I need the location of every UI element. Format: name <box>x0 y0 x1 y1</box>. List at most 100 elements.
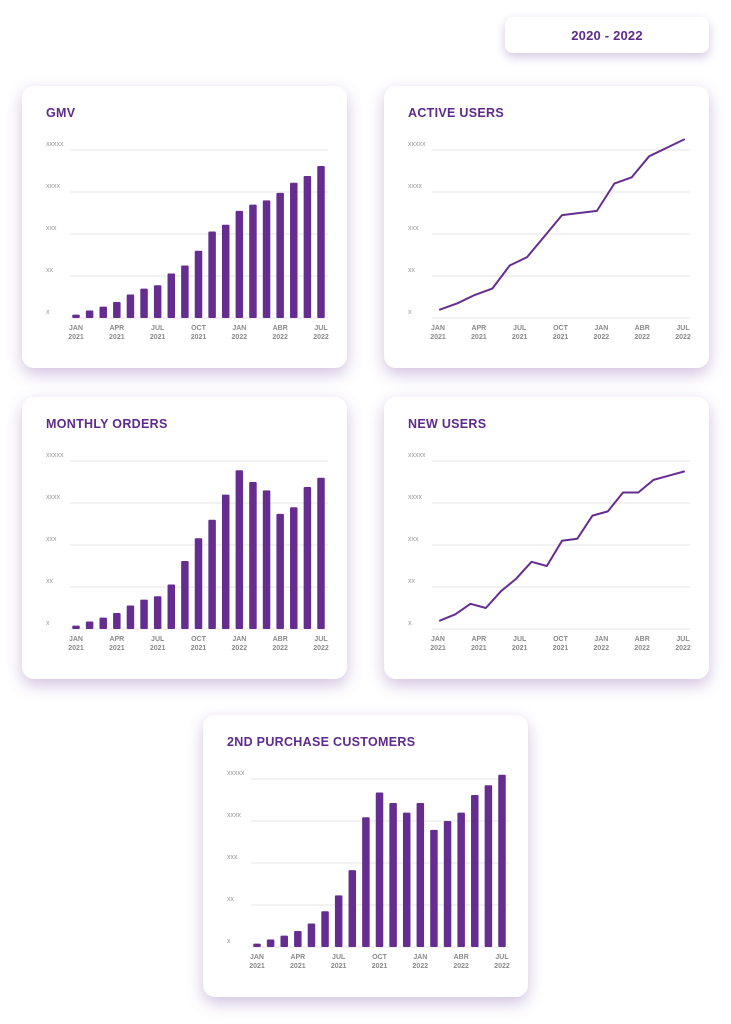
second-bar <box>307 923 316 947</box>
orders-bar <box>317 477 325 629</box>
orders-x-tick-month: ABR <box>273 636 288 643</box>
second-bar <box>294 931 302 947</box>
active-y-tick-label: xxxx <box>408 183 423 190</box>
orders-bar <box>140 599 148 629</box>
gmv-x-tick-year: 2021 <box>150 334 166 341</box>
orders-x-tick-year: 2021 <box>191 645 207 652</box>
second-x-tick-year: 2021 <box>372 963 388 970</box>
new-users-chart: xxxxxxxxxxxxxxxJAN2021APR2021JUL2021OCT2… <box>408 452 691 652</box>
second-y-tick-label: x <box>227 938 231 945</box>
new-y-tick-label: xxxx <box>408 494 423 501</box>
date-range-selector[interactable]: 2020 - 2022 <box>505 17 709 53</box>
gmv-x-tick-year: 2021 <box>191 334 207 341</box>
new-x-tick-year: 2021 <box>553 645 569 652</box>
gmv-x-tick-month: JUL <box>314 325 328 332</box>
orders-x-tick-year: 2022 <box>272 645 288 652</box>
orders-bar <box>208 519 216 629</box>
new-y-tick-label: xxxxx <box>408 452 426 459</box>
active-series-line <box>439 138 685 311</box>
gmv-x-tick-month: APR <box>109 325 124 332</box>
orders-bar <box>221 494 230 629</box>
active-users-card: ACTIVE USERS x xx xxx xxxx xxxxx JAN 2021 APR 20… <box>384 86 709 368</box>
orders-x-tick-month: JUL <box>314 636 328 643</box>
new-x-tick-year: 2021 <box>430 645 446 652</box>
active-users-title: ACTIVE USERS <box>408 106 504 120</box>
second-bar <box>375 792 384 947</box>
new-series-line <box>439 470 685 622</box>
second-x-tick-month: JAN <box>250 954 264 961</box>
orders-bar <box>235 470 244 629</box>
active-x-tick-year: 2022 <box>594 334 610 341</box>
second-bar <box>334 895 343 947</box>
gmv-x-tick-year: 2022 <box>232 334 248 341</box>
gmv-bar <box>85 310 94 318</box>
second-x-tick-year: 2022 <box>413 963 429 970</box>
second-bar <box>389 802 397 947</box>
orders-y-tick-label: xxx <box>46 536 57 543</box>
gmv-bar <box>99 306 107 318</box>
second-purchase-card: 2ND PURCHASE CUSTOMERS x xx xxx xxxx xxxxx JA… <box>203 715 528 997</box>
active-y-tick-label: xxx <box>408 225 419 232</box>
second-y-tick-label: xxxx <box>227 812 242 819</box>
gmv-x-tick-month: JUL <box>151 325 165 332</box>
orders-bar <box>303 487 312 629</box>
active-x-tick-month: JAN <box>594 325 608 332</box>
second-bar <box>362 817 370 947</box>
second-x-tick-year: 2021 <box>290 963 306 970</box>
new-x-tick-year: 2021 <box>512 645 528 652</box>
new-users-card: NEW USERS x xx xxx xxxx xxxxx JAN 2021 APR 2021 J… <box>384 397 709 679</box>
second-bar <box>321 911 329 947</box>
active-users-chart: xxxxxxxxxxxxxxxJAN2021APR2021JUL2021OCT2… <box>408 138 691 341</box>
orders-x-tick-year: 2022 <box>313 645 329 652</box>
gmv-bar <box>276 192 284 318</box>
second-y-tick-label: xxxxx <box>227 770 245 777</box>
gmv-chart: xxxxxxxxxxxxxxxJAN2021APR2021JUL2021OCT2… <box>46 141 329 341</box>
gmv-title: GMV <box>46 106 76 120</box>
gmv-bar <box>290 182 298 318</box>
gmv-x-tick-month: JAN <box>69 325 83 332</box>
active-x-tick-year: 2021 <box>430 334 446 341</box>
monthly-orders-chart: xxxxxxxxxxxxxxxJAN2021APR2021JUL2021OCT2… <box>46 452 329 652</box>
monthly-orders-card: MONTHLY ORDERS x xx xxx xxxx xxxxx JAN 2021 APR… <box>22 397 347 679</box>
gmv-bar <box>317 165 325 318</box>
second-bar <box>498 774 506 947</box>
orders-x-tick-month: JAN <box>69 636 83 643</box>
second-x-tick-month: JUL <box>332 954 346 961</box>
gmv-bar <box>235 210 244 318</box>
gmv-bar <box>140 288 148 318</box>
second-x-tick-month: ABR <box>454 954 469 961</box>
orders-x-tick-month: JUL <box>151 636 165 643</box>
second-bar <box>253 943 261 947</box>
new-x-tick-month: APR <box>471 636 486 643</box>
orders-bar <box>113 613 121 629</box>
orders-bar <box>167 584 176 629</box>
new-x-tick-month: ABR <box>635 636 650 643</box>
active-x-tick-month: JUL <box>676 325 690 332</box>
new-x-tick-year: 2022 <box>594 645 610 652</box>
orders-x-tick-year: 2021 <box>150 645 166 652</box>
orders-bar <box>290 507 298 629</box>
active-x-tick-year: 2021 <box>553 334 569 341</box>
second-x-tick-year: 2022 <box>494 963 510 970</box>
date-range-label: 2020 - 2022 <box>571 27 643 43</box>
orders-bar <box>126 605 135 629</box>
new-y-tick-label: x <box>408 620 412 627</box>
second-bar <box>484 785 493 947</box>
gmv-y-tick-label: xxxxx <box>46 141 64 148</box>
orders-bar <box>181 560 189 629</box>
gmv-y-tick-label: xxx <box>46 225 57 232</box>
gmv-y-tick-label: xxxx <box>46 183 61 190</box>
orders-y-tick-label: xx <box>46 578 54 585</box>
orders-x-tick-month: OCT <box>191 636 207 643</box>
active-x-tick-month: JAN <box>431 325 445 332</box>
new-users-title: NEW USERS <box>408 417 487 431</box>
second-x-tick-year: 2021 <box>249 963 265 970</box>
new-y-tick-label: xx <box>408 578 416 585</box>
second-bar <box>471 794 479 947</box>
gmv-x-tick-year: 2021 <box>68 334 84 341</box>
active-x-tick-month: JUL <box>513 325 527 332</box>
gmv-y-tick-label: xx <box>46 267 54 274</box>
orders-bar <box>99 617 107 629</box>
gmv-bar <box>221 224 230 318</box>
gmv-bar <box>249 204 257 318</box>
